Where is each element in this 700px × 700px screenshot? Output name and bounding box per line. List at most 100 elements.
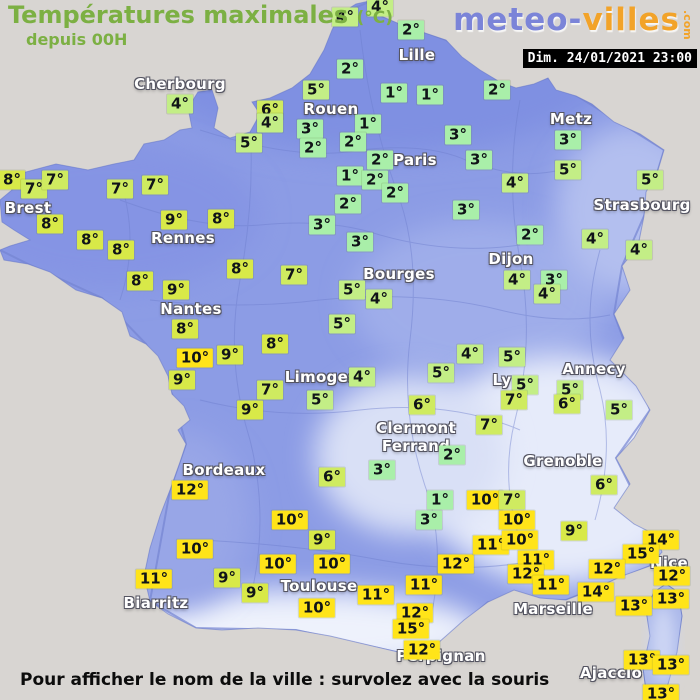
temperature-label[interactable]: 1° — [417, 85, 443, 105]
temperature-label[interactable]: 13° — [652, 655, 690, 675]
temperature-label[interactable]: 5° — [499, 347, 525, 367]
temperature-label[interactable]: 4° — [582, 229, 608, 249]
temperature-label[interactable]: 8° — [77, 230, 103, 250]
temperature-label[interactable]: 15° — [622, 544, 660, 564]
temperature-label[interactable]: 3° — [297, 119, 323, 139]
temperature-label[interactable]: 11° — [135, 569, 173, 589]
temperature-label[interactable]: 3° — [453, 200, 479, 220]
temperature-label[interactable]: 4° — [626, 240, 652, 260]
temperature-label[interactable]: 8° — [227, 259, 253, 279]
temperature-label[interactable]: 9° — [214, 568, 240, 588]
temperature-label[interactable]: 11° — [532, 575, 570, 595]
temperature-label[interactable]: 10° — [501, 530, 539, 550]
temperature-label[interactable]: 5° — [606, 400, 632, 420]
temperature-label[interactable]: 8° — [172, 319, 198, 339]
temperature-label[interactable]: 9° — [161, 210, 187, 230]
temperature-label[interactable]: 5° — [307, 390, 333, 410]
temperature-label[interactable]: 3° — [416, 510, 442, 530]
temperature-label[interactable]: 8° — [127, 271, 153, 291]
temperature-label[interactable]: 5° — [339, 280, 365, 300]
temperature-label[interactable]: 7° — [107, 179, 133, 199]
temperature-label[interactable]: 1° — [355, 114, 381, 134]
temperature-label[interactable]: 13° — [623, 650, 661, 670]
temperature-label[interactable]: 12° — [396, 603, 434, 623]
temperature-label[interactable]: 2° — [382, 183, 408, 203]
temperature-label[interactable]: 9° — [309, 530, 335, 550]
temperature-label[interactable]: 1° — [337, 166, 363, 186]
temperature-label[interactable]: 9° — [561, 521, 587, 541]
temperature-label[interactable]: 8° — [262, 334, 288, 354]
temperature-label[interactable]: 9° — [242, 583, 268, 603]
temperature-label[interactable]: 2° — [335, 194, 361, 214]
temperature-label[interactable]: 14° — [577, 582, 615, 602]
temperature-label[interactable]: 12° — [437, 554, 475, 574]
temperature-label[interactable]: 4° — [167, 94, 193, 114]
temperature-label[interactable]: 1° — [427, 490, 453, 510]
temperature-label[interactable]: 5° — [637, 170, 663, 190]
temperature-label[interactable]: 11° — [357, 585, 395, 605]
temperature-label[interactable]: 1° — [381, 83, 407, 103]
temperature-label[interactable]: 9° — [217, 345, 243, 365]
temperature-label[interactable]: 2° — [517, 225, 543, 245]
temperature-label[interactable]: 5° — [512, 375, 538, 395]
temperature-label[interactable]: 9° — [163, 280, 189, 300]
temperature-label[interactable]: 10° — [176, 539, 214, 559]
temperature-label[interactable]: 4° — [502, 173, 528, 193]
temperature-label[interactable]: 13° — [615, 596, 653, 616]
temperature-label[interactable]: 10° — [313, 554, 351, 574]
temperature-label[interactable]: 7° — [21, 179, 47, 199]
temperature-label[interactable]: 2° — [439, 445, 465, 465]
temperature-label[interactable]: 2° — [362, 170, 388, 190]
temperature-label[interactable]: 6° — [591, 475, 617, 495]
temperature-label[interactable]: 7° — [281, 265, 307, 285]
temperature-label[interactable]: 12° — [653, 566, 691, 586]
temperature-label[interactable]: 2° — [300, 138, 326, 158]
temperature-label[interactable]: 4° — [504, 270, 530, 290]
temperature-label[interactable]: 10° — [259, 554, 297, 574]
temperature-label[interactable]: 3° — [555, 130, 581, 150]
temperature-label[interactable]: 7° — [501, 390, 527, 410]
temperature-label[interactable]: 7° — [42, 170, 68, 190]
temperature-label[interactable]: 5° — [428, 363, 454, 383]
temperature-label[interactable]: 9° — [169, 370, 195, 390]
temperature-label[interactable]: 7° — [142, 175, 168, 195]
temperature-label[interactable]: 3° — [309, 215, 335, 235]
temperature-label[interactable]: 3° — [369, 460, 395, 480]
temperature-label[interactable]: 8° — [208, 209, 234, 229]
temperature-label[interactable]: 4° — [457, 344, 483, 364]
temperature-label[interactable]: 10° — [498, 510, 536, 530]
meteo-villes-logo[interactable]: meteo- villes .com — [453, 2, 694, 40]
temperature-label[interactable]: 12° — [171, 480, 209, 500]
temperature-label[interactable]: 13° — [642, 684, 680, 700]
temperature-label[interactable]: 10° — [271, 510, 309, 530]
temperature-label[interactable]: 2° — [337, 59, 363, 79]
temperature-label[interactable]: 11° — [405, 575, 443, 595]
temperature-label[interactable]: 7° — [257, 380, 283, 400]
temperature-label[interactable]: 12° — [403, 640, 441, 660]
temperature-label[interactable]: 7° — [476, 415, 502, 435]
temperature-label[interactable]: 10° — [298, 598, 336, 618]
temperature-label[interactable]: 5° — [555, 160, 581, 180]
temperature-label[interactable]: 5° — [303, 80, 329, 100]
temperature-label[interactable]: 4° — [332, 7, 358, 27]
temperature-label[interactable]: 8° — [108, 240, 134, 260]
temperature-label[interactable]: 3° — [445, 125, 471, 145]
temperature-label[interactable]: 4° — [366, 289, 392, 309]
temperature-label[interactable]: 2° — [340, 132, 366, 152]
temperature-label[interactable]: 5° — [236, 133, 262, 153]
temperature-label[interactable]: 6° — [409, 395, 435, 415]
temperature-label[interactable]: 5° — [329, 314, 355, 334]
temperature-label[interactable]: 4° — [257, 113, 283, 133]
temperature-label[interactable]: 9° — [237, 400, 263, 420]
temperature-label[interactable]: 4° — [367, 0, 393, 17]
temperature-label[interactable]: 12° — [588, 559, 626, 579]
temperature-label[interactable]: 15° — [392, 619, 430, 639]
temperature-label[interactable]: 10° — [466, 490, 504, 510]
temperature-label[interactable]: 4° — [349, 367, 375, 387]
temperature-label[interactable]: 4° — [534, 284, 560, 304]
temperature-label[interactable]: 8° — [0, 170, 25, 190]
temperature-label[interactable]: 13° — [652, 589, 690, 609]
temperature-label[interactable]: 6° — [554, 394, 580, 414]
temperature-label[interactable]: 11° — [472, 535, 510, 555]
